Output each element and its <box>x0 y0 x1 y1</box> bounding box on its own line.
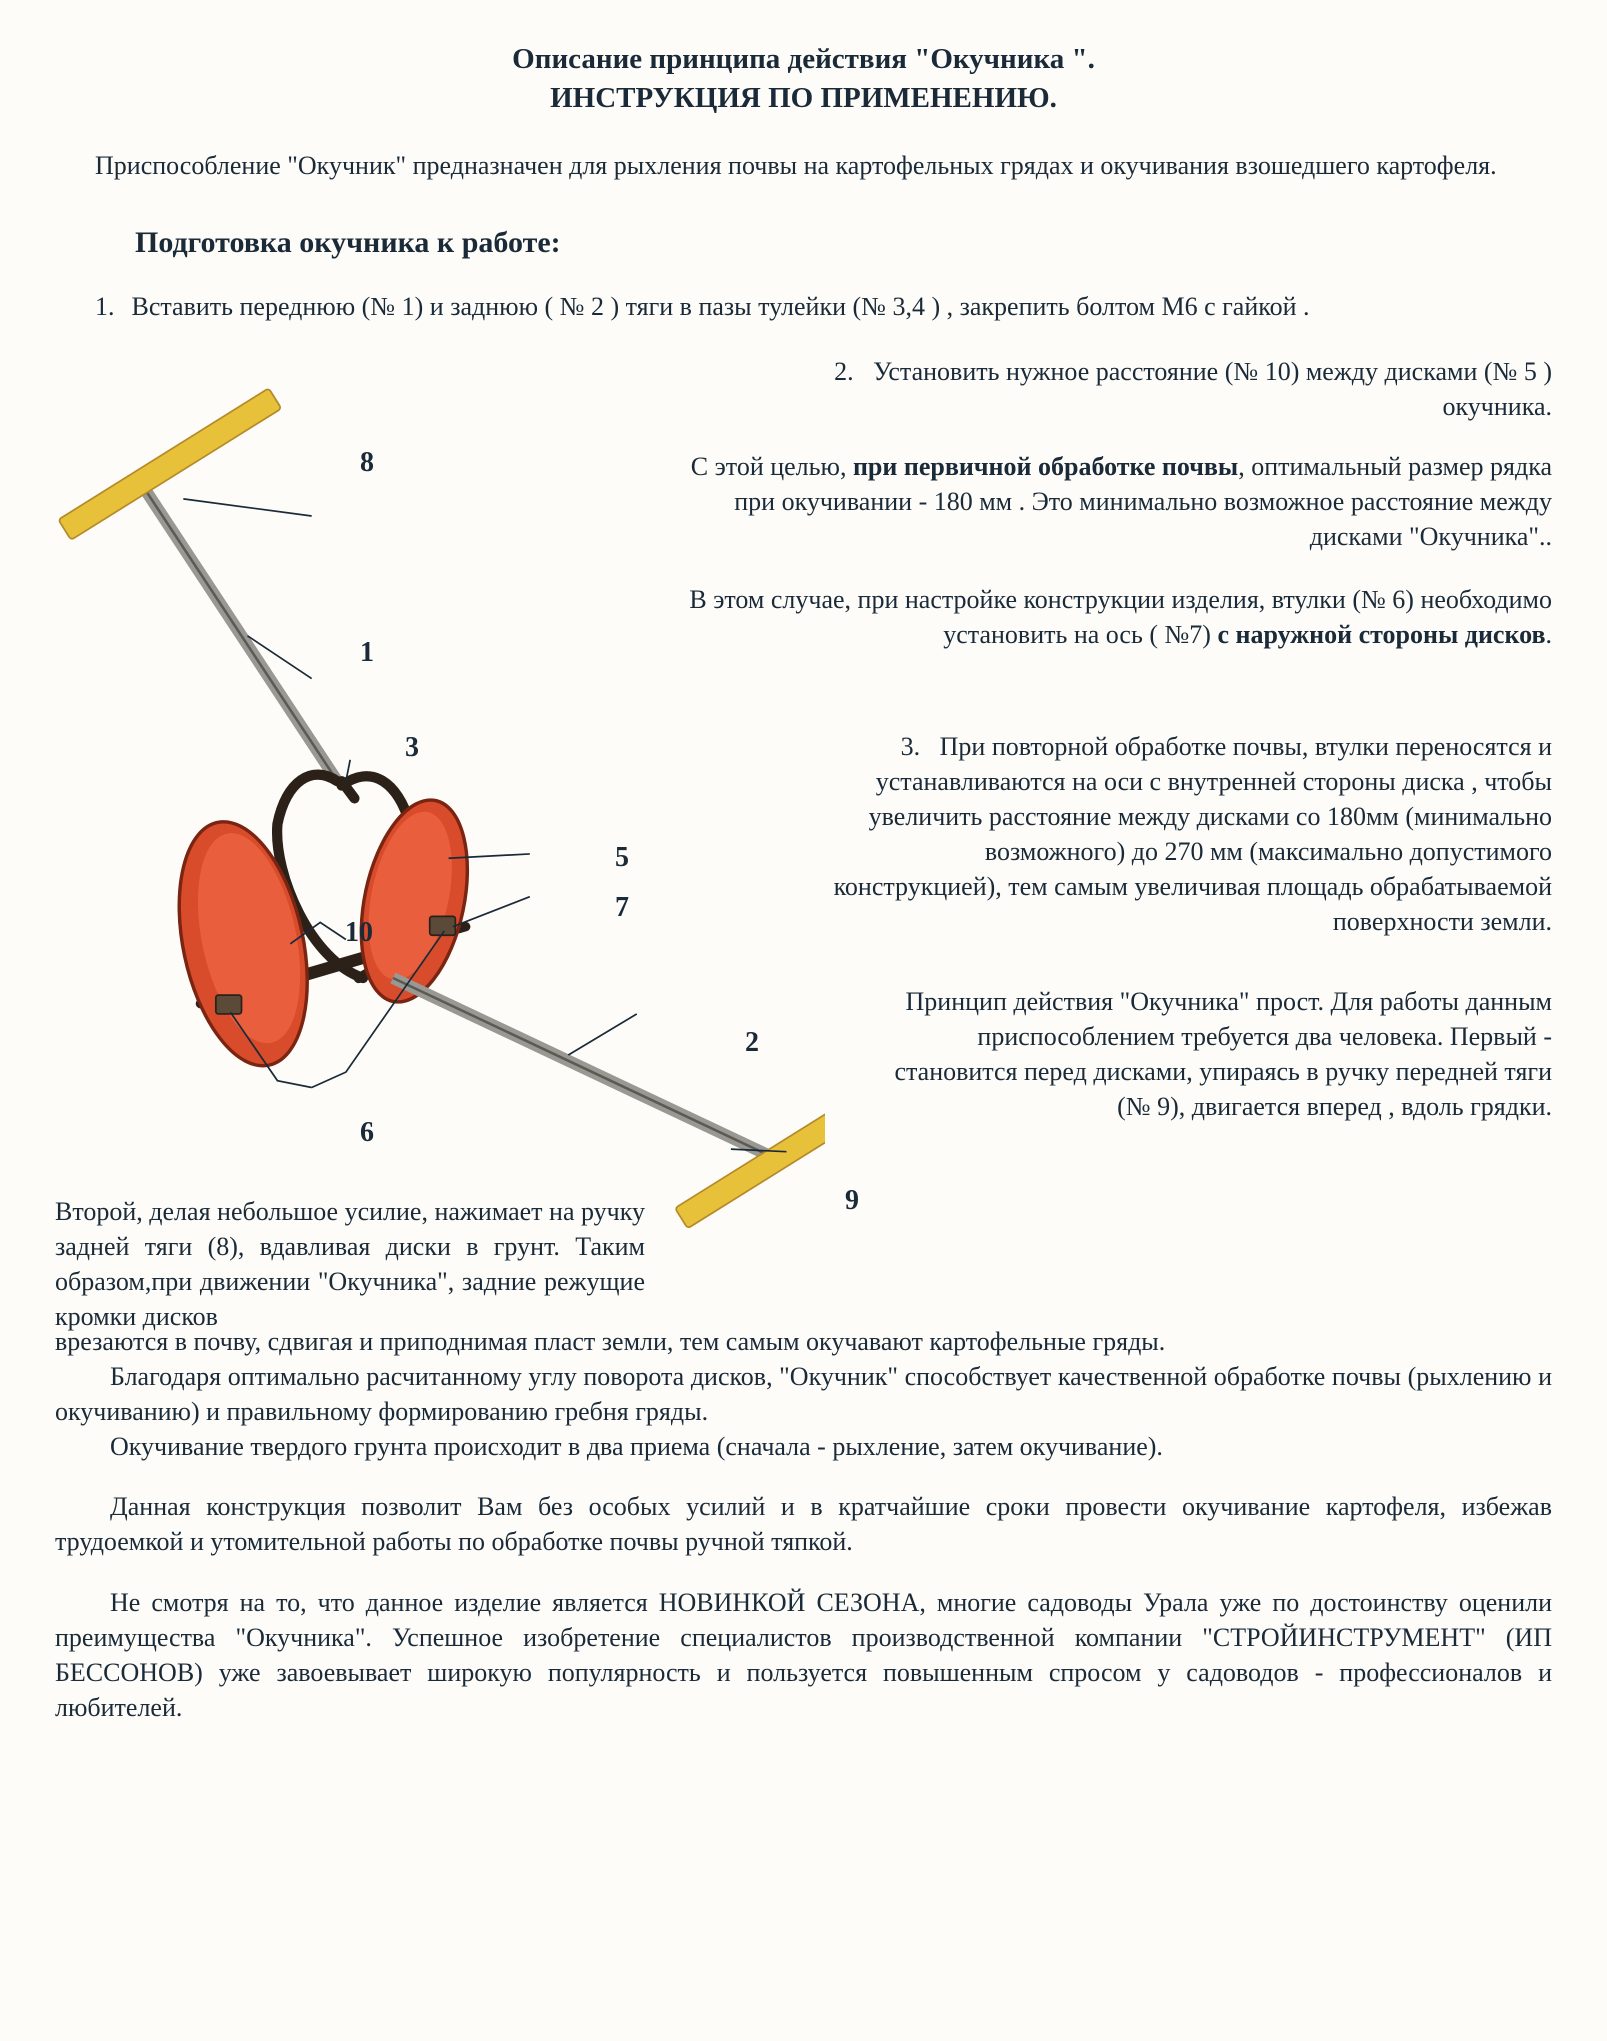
body-5-text: Не смотря на то, что данное изделие явля… <box>55 1588 1552 1722</box>
step-2b: С этой целью, при первичной обработке по… <box>682 449 1552 554</box>
title-block: Описание принципа действия "Окучника ". … <box>55 40 1552 118</box>
label-9: 9 <box>845 1182 859 1220</box>
step-1-number: 1. <box>95 289 125 324</box>
step-2-number: 2. <box>834 357 854 386</box>
step-3-text: При повторной обработке почвы, втулки пе… <box>834 732 1552 936</box>
label-5: 5 <box>615 839 629 877</box>
label-3: 3 <box>405 729 419 767</box>
label-7: 7 <box>615 889 629 927</box>
second-person-paragraph: Второй, делая небольшое усилие, нажимает… <box>55 1194 645 1334</box>
label-8: 8 <box>360 444 374 482</box>
body-2-text: Благодаря оптимально расчитанному углу п… <box>55 1362 1552 1426</box>
body-5: Не смотря на то, что данное изделие явля… <box>55 1585 1552 1725</box>
label-2: 2 <box>745 1024 759 1062</box>
step-2b-1: С этой целью, <box>691 452 853 481</box>
body-3-text: Окучивание твердого грунта происходит в … <box>110 1432 1163 1461</box>
step-2c-bold: с наружной стороны дисков <box>1217 620 1545 649</box>
body-4-text: Данная конструкция позволит Вам без особ… <box>55 1492 1552 1556</box>
body-3: Окучивание твердого грунта происходит в … <box>55 1429 1552 1464</box>
left-disk <box>159 810 328 1078</box>
principle-paragraph: Принцип действия "Окучника" прост. Для р… <box>872 984 1552 1124</box>
step-3: 3. При повторной обработке почвы, втулки… <box>832 729 1552 940</box>
title-line-2: ИНСТРУКЦИЯ ПО ПРИМЕНЕНИЮ. <box>55 79 1552 118</box>
label-1: 1 <box>360 634 374 672</box>
step-2-text: Установить нужное расстояние (№ 10) межд… <box>873 357 1552 421</box>
front-rod-group <box>393 978 774 1158</box>
title-line-1: Описание принципа действия "Окучника ". <box>55 40 1552 79</box>
step-3-number: 3. <box>901 732 921 761</box>
step-2b-bold: при первичной обработке почвы <box>853 452 1238 481</box>
step-2c-2: . <box>1546 620 1553 649</box>
body-4: Данная конструкция позволит Вам без особ… <box>55 1489 1552 1559</box>
label-10: 10 <box>345 914 373 952</box>
step-1: 1. Вставить переднюю (№ 1) и заднюю ( № … <box>95 289 1552 324</box>
step-2c: В этом случае, при настройке конструкции… <box>682 582 1552 652</box>
rear-rod-group <box>139 480 337 781</box>
diagram-and-text-wrap: 8 1 3 5 7 10 2 6 9 2. Установить нужное … <box>55 324 1552 1324</box>
document-page: Описание принципа действия "Окучника ". … <box>0 0 1607 1785</box>
label-6: 6 <box>360 1114 374 1152</box>
intro-paragraph: Приспособление "Окучник" предназначен дл… <box>55 148 1552 183</box>
step-1-text: Вставить переднюю (№ 1) и заднюю ( № 2 )… <box>132 292 1310 321</box>
section-heading: Подготовка окучника к работе: <box>135 223 1552 264</box>
step-2: 2. Установить нужное расстояние (№ 10) м… <box>722 354 1552 424</box>
body-2: Благодаря оптимально расчитанному углу п… <box>55 1359 1552 1429</box>
